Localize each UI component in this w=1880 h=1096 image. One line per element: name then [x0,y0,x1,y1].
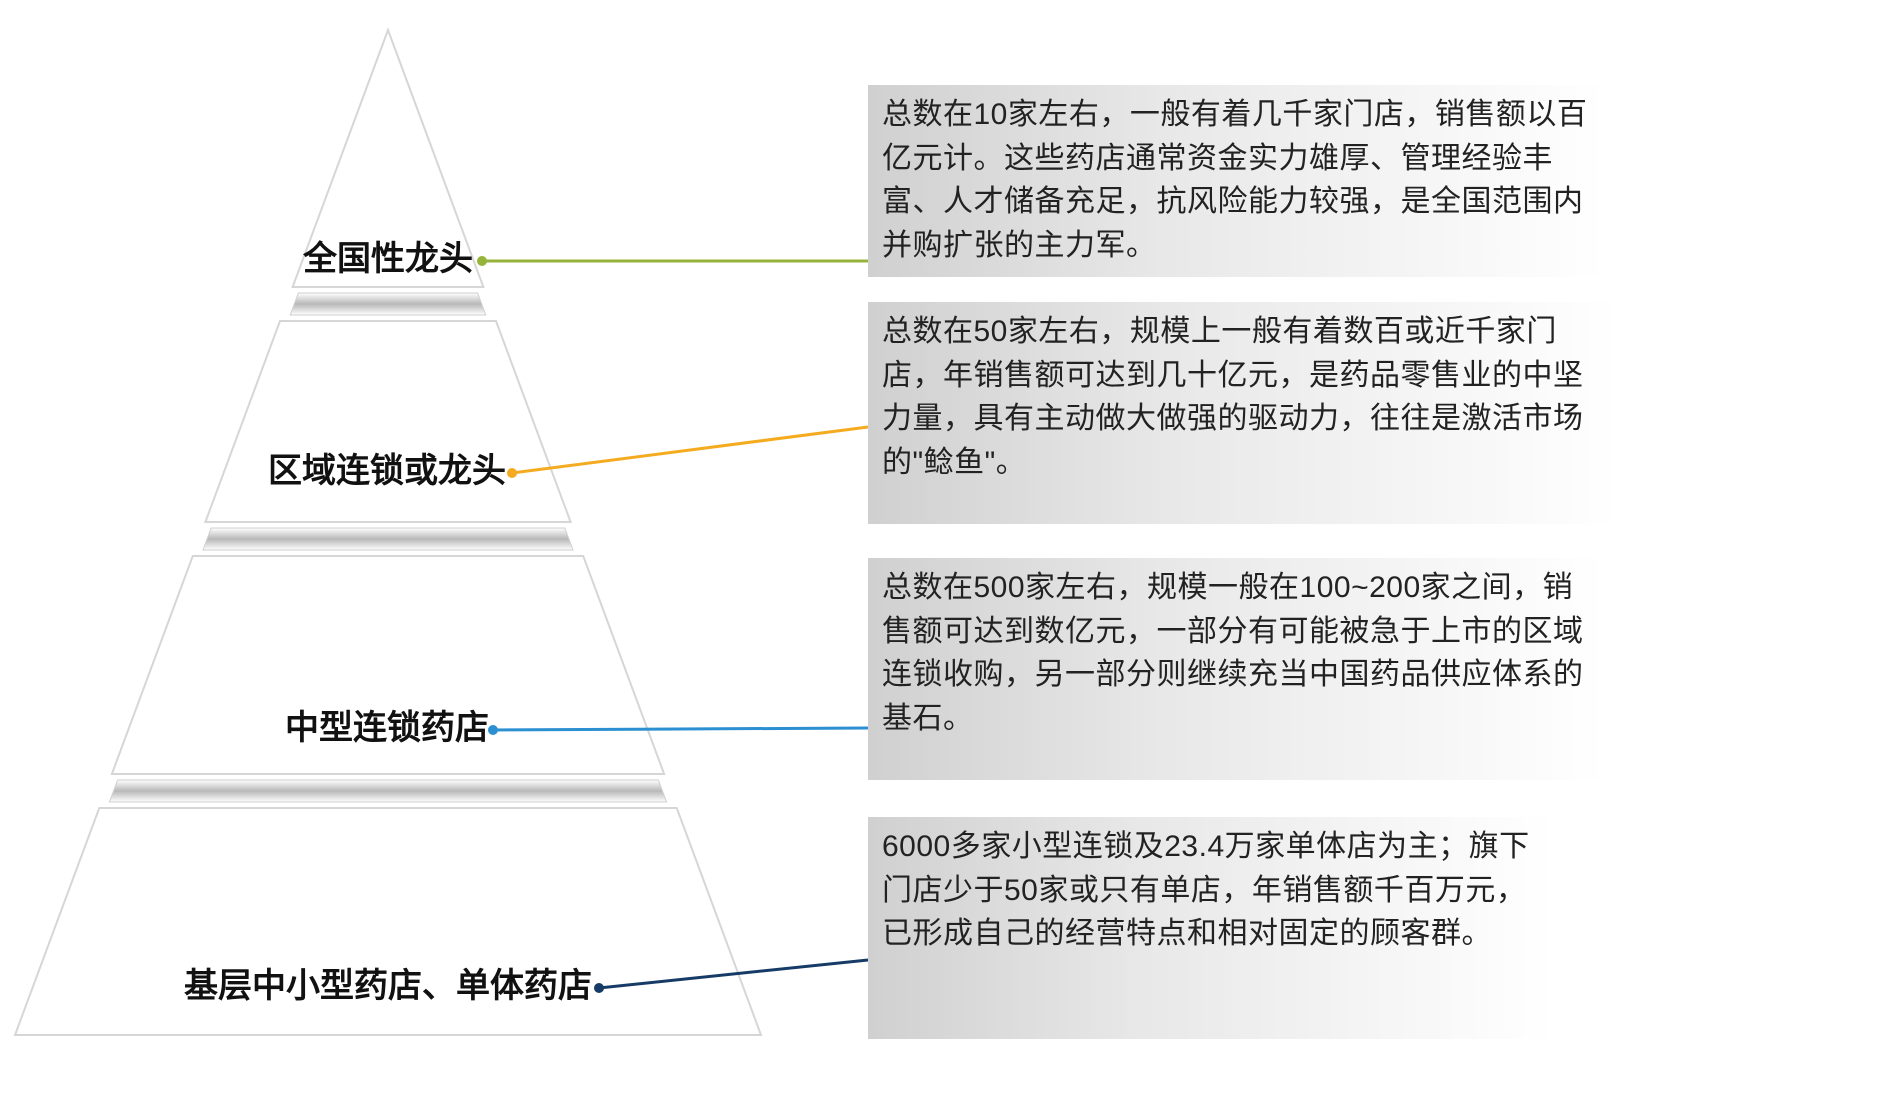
infographic-stage: 全国性龙头 总数在10家左右，一般有着几千家门店，销售额以百亿元计。这些药店通常… [0,0,1880,1096]
tier-desc-medium: 总数在500家左右，规模一般在100~200家之间，销售额可达到数亿元，一部分有… [868,558,1605,780]
tier-desc-national: 总数在10家左右，一般有着几千家门店，销售额以百亿元计。这些药店通常资金实力雄厚… [868,85,1606,277]
tier-label-base: 基层中小型药店、单体药店 [184,958,592,1007]
tier-desc-base: 6000多家小型连锁及23.4万家单体店为主；旗下门店少于50家或只有单店，年销… [868,817,1553,1039]
tier-label-medium: 中型连锁药店 [285,700,489,749]
tier-label-regional: 区域连锁或龙头 [268,443,506,492]
tier-label-national: 全国性龙头 [303,231,473,280]
tier-desc-regional: 总数在50家左右，规模上一般有着数百或近千家门店，年销售额可达到几十亿元，是药品… [868,302,1620,524]
